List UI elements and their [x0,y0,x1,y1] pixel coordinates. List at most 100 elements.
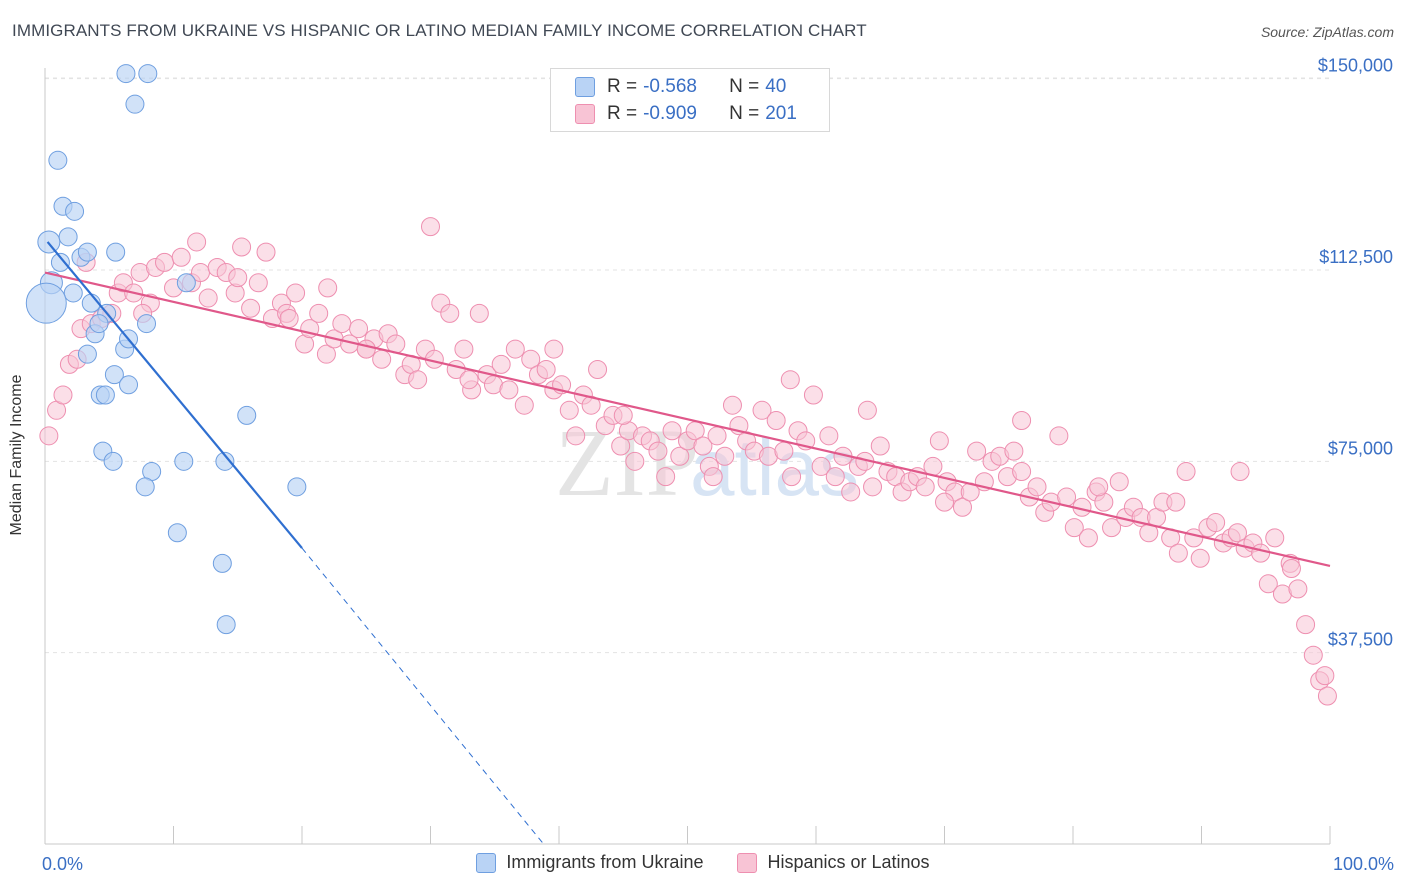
data-point-ukraine [119,375,139,395]
y-tick-labels: $37,500 $75,000 $112,500 $150,000 [1318,56,1393,650]
legend-r-value: -0.909 [643,103,697,124]
data-point-hispanics [782,467,802,487]
data-point-hispanics [279,308,299,328]
data-point-ukraine [58,227,78,247]
data-point-hispanics [241,298,261,318]
data-point-ukraine [216,615,236,635]
data-point-ukraine [48,150,68,170]
x-tick-label-min: 0.0% [42,854,83,874]
data-point-hispanics [825,467,845,487]
legend-row-ukraine: R = -0.568 N = 40 [575,74,786,100]
data-point-hispanics [171,247,191,267]
data-point-hispanics [228,268,248,288]
data-point-ukraine [106,242,126,262]
data-point-hispanics [1027,477,1047,497]
data-point-hispanics [915,477,935,497]
data-point-hispanics [1317,686,1337,706]
data-point-ukraine [287,477,307,497]
chart-source: Source: ZipAtlas.com [1260,24,1394,40]
data-point-hispanics [155,252,175,272]
data-point-hispanics [863,477,883,497]
data-point-hispanics [459,370,479,390]
data-point-hispanics [1265,528,1285,548]
data-point-hispanics [722,395,742,415]
legend-n-value: 40 [765,76,787,97]
y-tick-label: $150,000 [1318,56,1393,76]
data-point-hispanics [588,359,608,379]
legend-r-label: R = [607,103,638,124]
data-point-hispanics [1303,645,1323,665]
data-point-hispanics [1078,528,1098,548]
data-point-hispanics [309,303,329,323]
data-point-hispanics [625,451,645,471]
legend-item-hispanics: Hispanics or Latinos [737,852,930,873]
data-point-hispanics [505,339,525,359]
data-point-hispanics [841,482,861,502]
data-point-hispanics [559,400,579,420]
data-point-hispanics [1315,666,1335,686]
data-point-hispanics [514,395,534,415]
trend-line-hispanics [44,271,1331,568]
data-point-hispanics [952,497,972,517]
gridlines [45,77,1330,654]
data-point-ukraine [77,344,97,364]
data-point-hispanics [1230,462,1250,482]
data-point-hispanics [53,385,73,405]
data-point-hispanics [566,426,586,446]
data-point-ukraine [77,242,97,262]
data-point-hispanics [469,303,489,323]
data-point-hispanics [1288,579,1308,599]
y-tick-label: $75,000 [1328,438,1393,458]
legend-swatch-ukraine [476,852,497,873]
legend-label-hispanics: Hispanics or Latinos [767,852,930,872]
legend-r-label: R = [607,76,638,97]
data-point-hispanics [857,400,877,420]
data-point-hispanics [648,441,668,461]
data-point-hispanics [774,441,794,461]
data-point-ukraine [50,252,70,272]
legend-swatch-hispanics [737,852,758,873]
data-point-hispanics [656,467,676,487]
series-ukraine-points [25,64,307,635]
data-point-hispanics [819,426,839,446]
data-point-hispanics [1064,518,1084,538]
data-point-hispanics [454,339,474,359]
legend-swatch-ukraine [575,77,595,97]
chart-title: IMMIGRANTS FROM UKRAINE VS HISPANIC OR L… [12,21,867,40]
data-point-ukraine [25,282,67,324]
data-point-hispanics [611,436,631,456]
data-point-hispanics [198,288,218,308]
x-tick-labels: 0.0% 100.0% [42,854,1394,874]
correlation-legend: R = -0.568 N = 40 R = -0.909 N = 201 [550,68,830,132]
trend-lines [44,241,1331,845]
legend-swatch-hispanics [575,104,595,124]
legend-r-value: -0.568 [643,76,697,97]
data-point-hispanics [232,237,252,257]
data-point-ukraine [116,64,136,84]
data-point-hispanics [356,339,376,359]
data-point-hispanics [752,400,772,420]
series-hispanics-points [39,217,1337,706]
data-point-hispanics [491,354,511,374]
data-point-hispanics [1281,558,1301,578]
data-point-hispanics [318,278,338,298]
data-point-hispanics [803,385,823,405]
data-point-hispanics [715,446,735,466]
data-point-hispanics [1258,574,1278,594]
x-tick-label-max: 100.0% [1333,854,1394,874]
legend-n-value: 201 [765,103,797,124]
data-point-hispanics [499,380,519,400]
trend-line-ukraine [46,241,303,549]
data-point-ukraine [135,477,155,497]
data-point-hispanics [316,344,336,364]
data-point-hispanics [421,217,440,237]
series-legend: Immigrants from Ukraine Hispanics or Lat… [0,852,1406,873]
data-point-hispanics [613,405,633,425]
data-point-hispanics [440,303,460,323]
data-point-hispanics [766,411,786,431]
data-point-ukraine [167,523,187,543]
data-point-hispanics [187,232,207,252]
data-point-hispanics [703,467,723,487]
data-point-ukraine [137,314,157,334]
data-point-hispanics [372,349,392,369]
